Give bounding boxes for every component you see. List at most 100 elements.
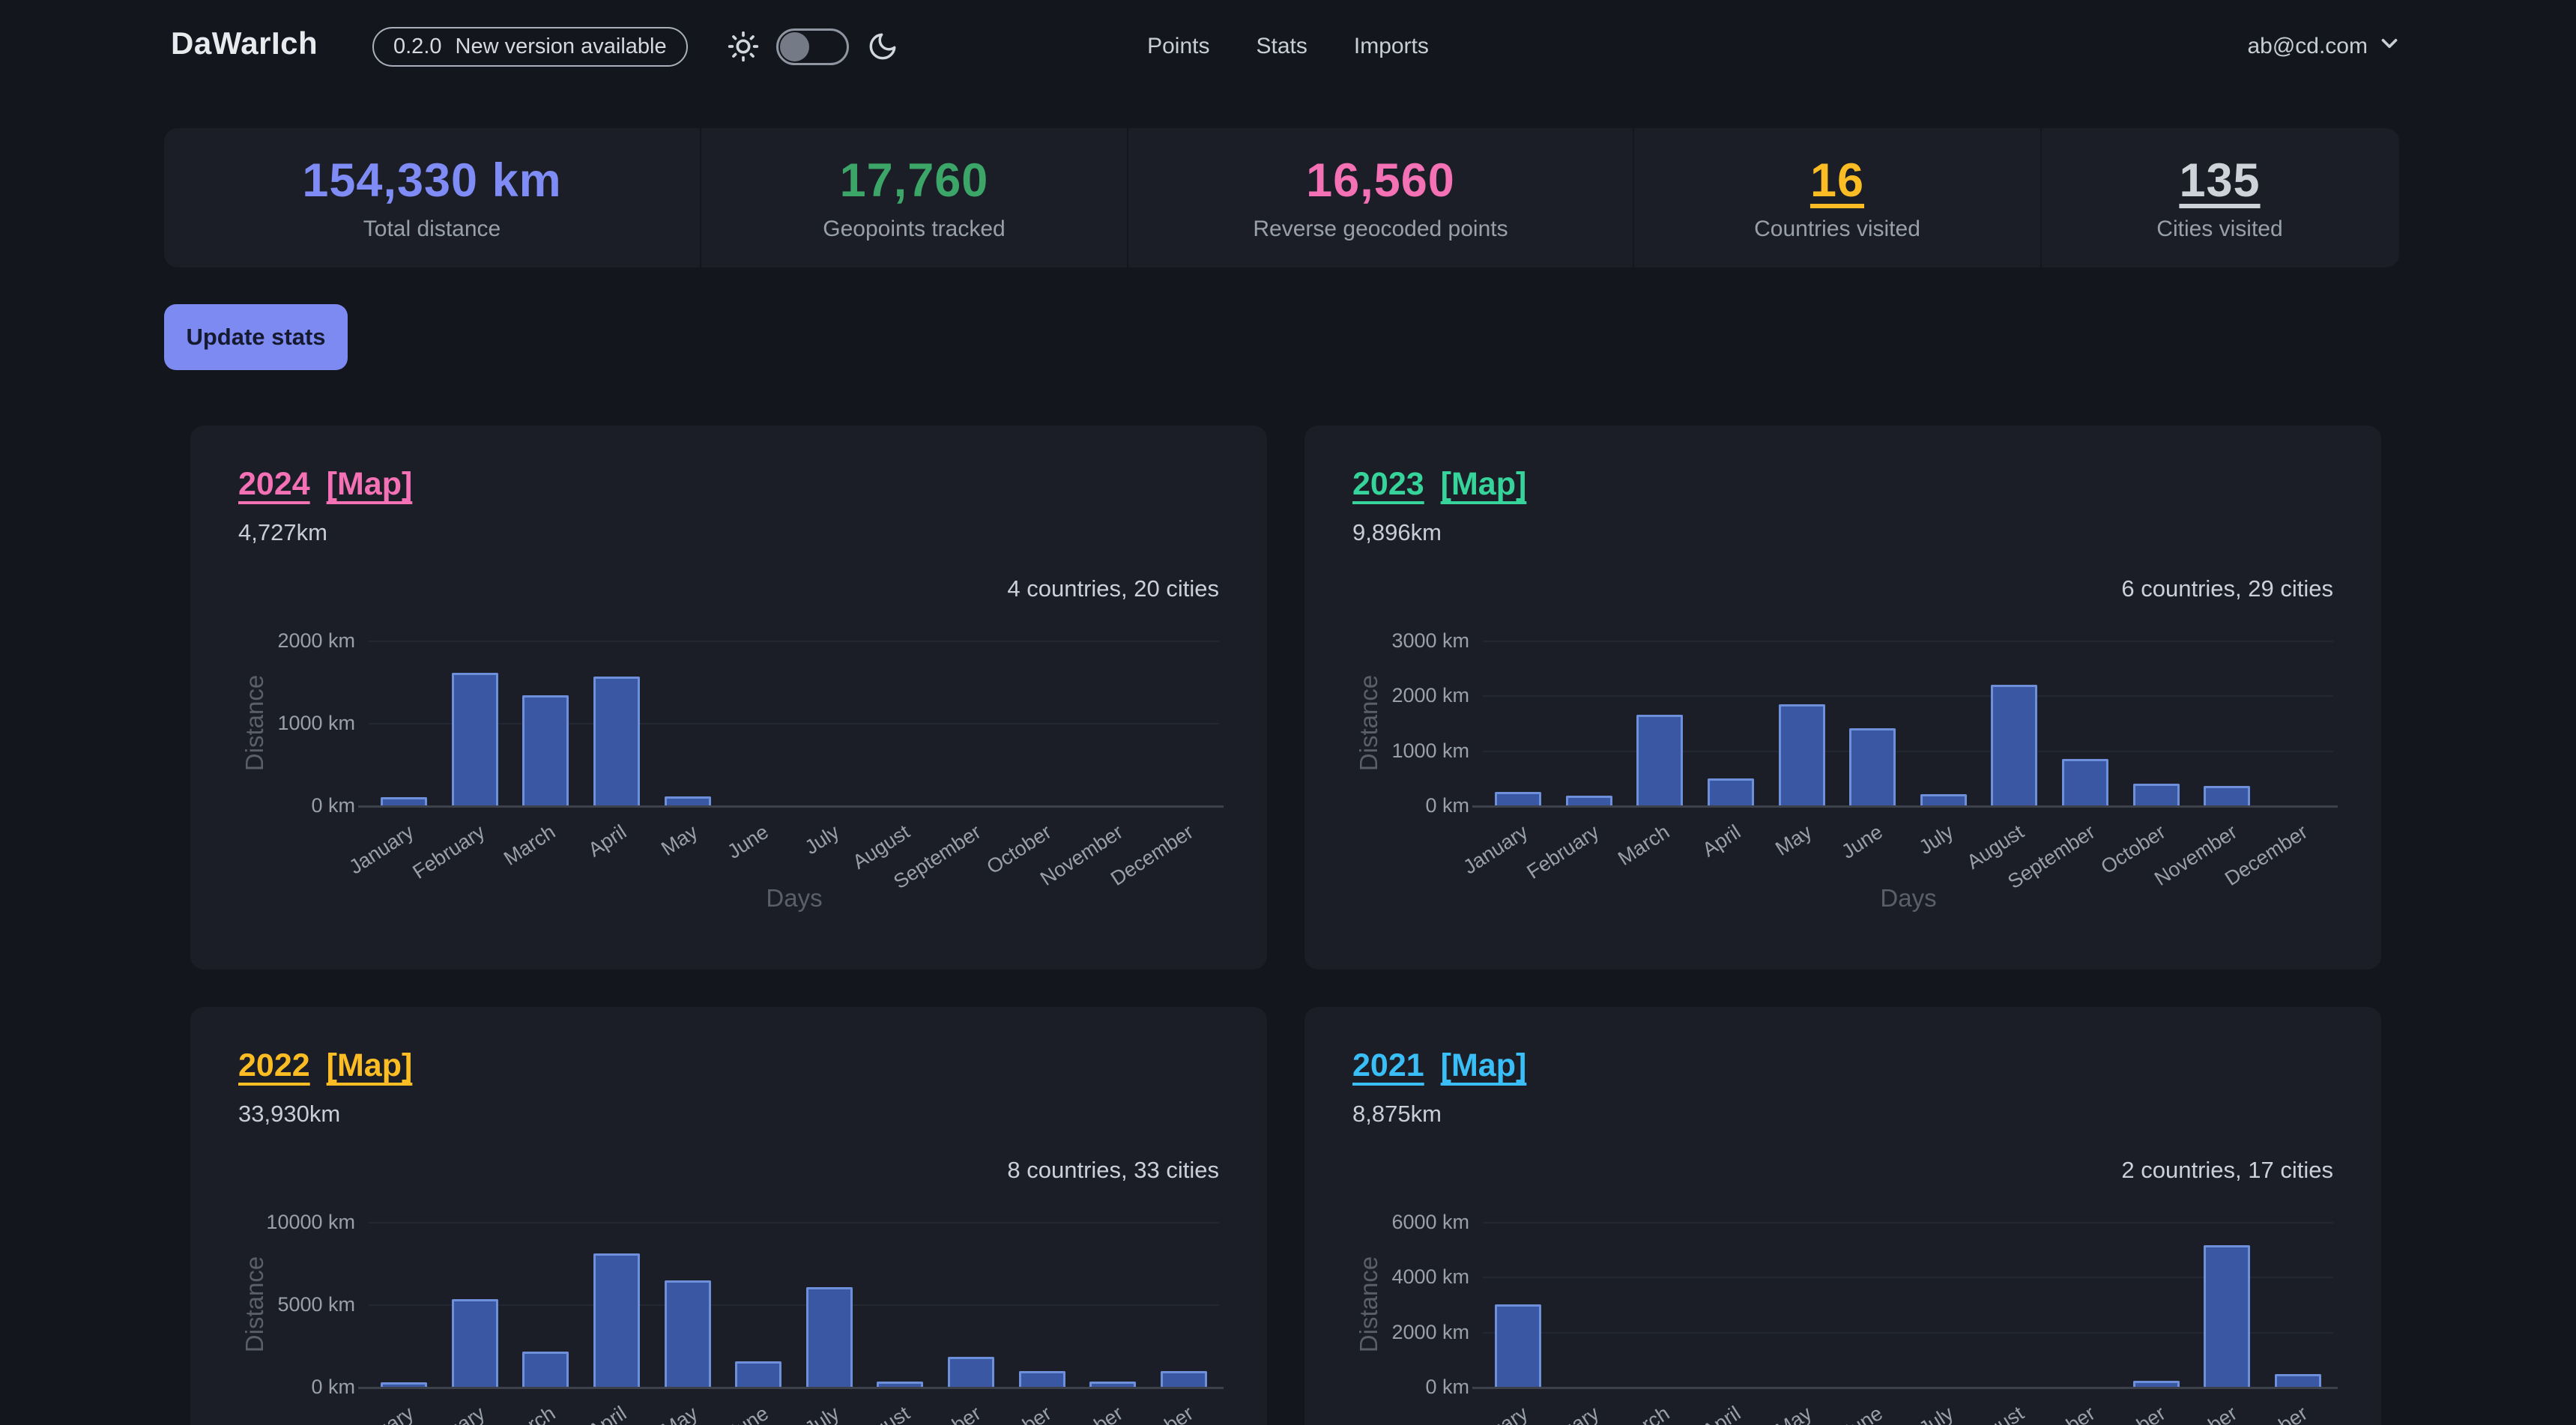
stats-banner: 154,330 km Total distance 17,760 Geopoin…	[164, 128, 2399, 267]
year-link-2023[interactable]: 2023	[1352, 466, 1424, 502]
year-card-header: 2024 [Map]	[190, 426, 1267, 503]
app-logo[interactable]: DaWarIch	[171, 25, 318, 61]
stat-geopoints-tracked: 17,760 Geopoints tracked	[701, 128, 1128, 267]
bar-April	[593, 677, 641, 805]
map-link-2023[interactable]: [Map]	[1440, 466, 1527, 502]
bar-November	[2204, 1244, 2251, 1387]
countries-cities-summary: 8 countries, 33 cities	[1007, 1157, 1219, 1183]
stat-value: 17,760	[839, 154, 989, 207]
gridline	[1483, 695, 2333, 698]
cities-visited-link[interactable]: 135	[2179, 154, 2261, 207]
year-card-header: 2021 [Map]	[1304, 1007, 2381, 1084]
bar-August	[1991, 684, 2038, 805]
stat-cities-visited: 135 Cities visited	[2042, 128, 2398, 267]
bar-March	[1636, 715, 1684, 805]
bar-March	[522, 695, 569, 805]
navbar: DaWarIch 0.2.0 New version available Poi…	[0, 0, 2576, 93]
monthly-distance-chart-2024: Distance Days 0 km 1000 km 2000 km January Feb…	[190, 613, 1267, 969]
map-link-2021[interactable]: [Map]	[1440, 1047, 1527, 1083]
bar-April	[593, 1253, 641, 1387]
stat-countries-visited: 16 Countries visited	[1634, 128, 2042, 267]
stat-value: 16,560	[1306, 154, 1455, 207]
gridline	[1483, 750, 2333, 752]
countries-cities-summary: 2 countries, 17 cities	[2121, 1157, 2333, 1183]
map-link-2022[interactable]: [Map]	[326, 1047, 413, 1083]
bar-March	[522, 1352, 569, 1387]
y-tick-label: 2000 km	[1391, 1320, 1469, 1343]
version-message: New version available	[455, 34, 667, 58]
bar-June	[1849, 728, 1896, 805]
year-link-2024[interactable]: 2024	[238, 466, 310, 502]
y-tick-label: 2000 km	[1391, 684, 1469, 707]
theme-toggle[interactable]	[775, 28, 849, 65]
year-distance: 8,875km	[1352, 1101, 1442, 1127]
x-axis-line	[1472, 1387, 2338, 1389]
countries-cities-summary: 4 countries, 20 cities	[1007, 575, 1219, 602]
bar-January	[381, 1382, 428, 1387]
x-axis-line	[1472, 805, 2338, 808]
bar-December	[1160, 1371, 1207, 1387]
y-tick-label: 2000 km	[277, 629, 355, 652]
bar-April	[1708, 778, 1755, 805]
year-card-header: 2022 [Map]	[190, 1007, 1267, 1084]
bar-January	[1495, 792, 1542, 805]
y-tick-label: 10000 km	[266, 1211, 355, 1233]
y-tick-label: 0 km	[311, 794, 355, 817]
monthly-distance-chart-2023: Distance Days 0 km 1000 km 2000 km 3000 km Jan…	[1304, 613, 2381, 969]
bar-February	[451, 672, 498, 805]
year-cards-grid: 2024 [Map] 4,727km 4 countries, 20 cities Di…	[190, 426, 2381, 1425]
stat-total-distance: 154,330 km Total distance	[164, 128, 701, 267]
version-number: 0.2.0	[393, 34, 442, 58]
bar-October	[2132, 783, 2180, 805]
x-axis-line	[358, 1387, 1224, 1389]
gridline	[369, 723, 1219, 724]
y-tick-label: 1000 km	[277, 712, 355, 734]
nav-link-stats[interactable]: Stats	[1256, 34, 1307, 58]
moon-icon	[867, 31, 898, 62]
sun-icon	[727, 30, 760, 63]
nav-link-points[interactable]: Points	[1147, 34, 1210, 58]
bar-May	[664, 1280, 711, 1387]
bar-August	[877, 1382, 924, 1387]
gridline	[1483, 1222, 2333, 1223]
year-link-2022[interactable]: 2022	[238, 1047, 310, 1083]
x-axis-title: Days	[766, 884, 823, 912]
stat-label: Countries visited	[1754, 217, 1920, 241]
y-tick-label: 4000 km	[1391, 1265, 1469, 1289]
stat-label: Reverse geocoded points	[1253, 217, 1508, 241]
gridline	[1483, 1331, 2333, 1334]
stat-value: 154,330 km	[302, 154, 562, 207]
stat-label: Geopoints tracked	[823, 217, 1006, 241]
y-tick-label: 5000 km	[277, 1293, 355, 1316]
bar-December	[2274, 1373, 2321, 1387]
update-stats-button[interactable]: Update stats	[164, 304, 348, 370]
bar-September	[2061, 759, 2108, 805]
x-axis-line	[358, 805, 1224, 808]
map-link-2024[interactable]: [Map]	[326, 466, 413, 502]
y-tick-label: 0 km	[1425, 794, 1469, 817]
user-menu[interactable]: ab@cd.com	[2247, 0, 2402, 93]
gridline	[369, 641, 1219, 642]
bar-February	[1565, 795, 1612, 805]
bar-January	[381, 797, 428, 805]
nav-link-imports[interactable]: Imports	[1353, 34, 1429, 58]
bar-October	[1018, 1371, 1065, 1387]
year-card-2022: 2022 [Map] 33,930km 8 countries, 33 cities D…	[190, 1007, 1267, 1425]
gridline	[1483, 1277, 2333, 1279]
version-badge[interactable]: 0.2.0 New version available	[372, 26, 688, 67]
y-tick-label: 0 km	[311, 1376, 355, 1398]
year-card-header: 2023 [Map]	[1304, 426, 2381, 503]
bar-July	[1920, 794, 1967, 805]
countries-visited-link[interactable]: 16	[1809, 154, 1865, 207]
year-card-2021: 2021 [Map] 8,875km 2 countries, 17 cities Di…	[1304, 1007, 2381, 1425]
y-tick-label: 0 km	[1425, 1376, 1469, 1398]
year-link-2021[interactable]: 2021	[1352, 1047, 1424, 1083]
theme-toggle-knob	[779, 31, 809, 61]
gridline	[1483, 641, 2333, 642]
version-and-theme-group: 0.2.0 New version available	[372, 0, 898, 93]
user-email: ab@cd.com	[2247, 34, 2368, 58]
gridline	[369, 1222, 1219, 1223]
stat-reverse-geocoded: 16,560 Reverse geocoded points	[1128, 128, 1634, 267]
bar-June	[735, 1361, 782, 1387]
